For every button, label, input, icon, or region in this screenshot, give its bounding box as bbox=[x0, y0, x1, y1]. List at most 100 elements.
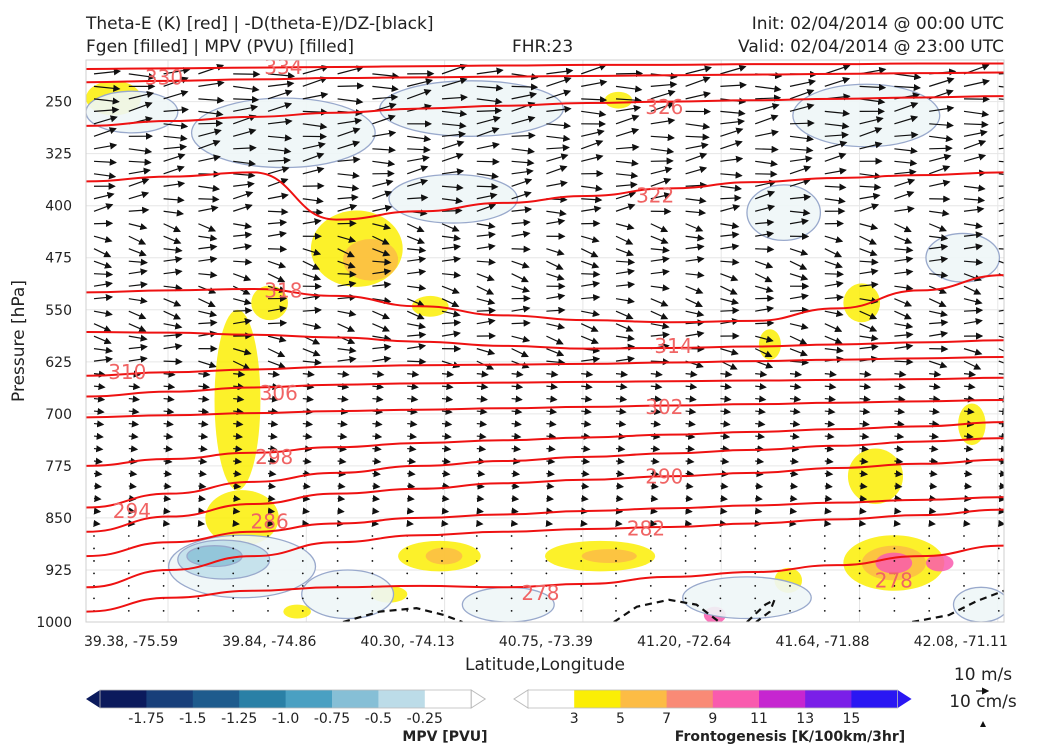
wind-vector bbox=[963, 572, 965, 575]
wind-vector bbox=[233, 128, 257, 137]
wind-vector bbox=[511, 178, 533, 187]
wind-vector bbox=[546, 482, 555, 490]
theta-e-contour-298 bbox=[86, 421, 1004, 467]
wind-vector bbox=[197, 535, 200, 537]
wind-vector bbox=[441, 432, 452, 440]
wind-vector bbox=[929, 420, 940, 428]
wind-vector bbox=[441, 140, 465, 150]
wind-vector bbox=[859, 235, 877, 245]
wind-vector bbox=[267, 230, 287, 238]
wind-vector bbox=[337, 260, 356, 269]
wind-vector bbox=[163, 122, 189, 130]
wind-vector bbox=[336, 609, 339, 612]
wind-vector bbox=[198, 271, 218, 279]
wind-vector bbox=[894, 235, 913, 244]
wind-vector bbox=[684, 547, 687, 550]
wind-vector bbox=[755, 230, 775, 238]
wind-vector bbox=[163, 407, 175, 416]
wind-vector bbox=[581, 110, 607, 118]
wind-vector bbox=[998, 73, 1004, 75]
wind-vector bbox=[198, 128, 222, 137]
wind-vector bbox=[789, 609, 791, 612]
fgen-colorbar-tick: 3 bbox=[570, 711, 579, 727]
wind-vector bbox=[580, 572, 583, 575]
wind-vector bbox=[162, 547, 165, 550]
wind-vector bbox=[963, 348, 983, 356]
wind-vector bbox=[441, 395, 454, 403]
wind-vector bbox=[128, 420, 140, 428]
wind-vector bbox=[789, 560, 791, 562]
wind-vector bbox=[823, 519, 832, 528]
wind-vector bbox=[685, 382, 698, 391]
wind-vector bbox=[546, 153, 569, 162]
wind-vector bbox=[93, 172, 117, 180]
wind-vector bbox=[997, 585, 1000, 587]
wind-vector bbox=[233, 159, 257, 167]
wind-vector bbox=[163, 382, 176, 391]
mpv-colorbar-segment bbox=[424, 690, 472, 708]
wind-vector bbox=[650, 133, 675, 142]
wind-vector bbox=[581, 445, 591, 453]
wind-vector bbox=[755, 432, 766, 440]
theta-e-contour-label: 334 bbox=[264, 55, 302, 79]
wind-vector bbox=[928, 535, 931, 537]
wind-vector bbox=[580, 139, 604, 150]
wind-vector bbox=[720, 171, 743, 179]
wind-vector bbox=[615, 96, 642, 104]
wind-vector bbox=[475, 535, 478, 537]
wind-vector bbox=[928, 572, 931, 575]
wind-vector bbox=[232, 585, 235, 587]
wind-vector bbox=[929, 457, 939, 465]
wind-vector bbox=[824, 109, 851, 117]
wind-vector bbox=[406, 597, 409, 600]
wind-vector bbox=[545, 519, 554, 528]
wind-vector bbox=[511, 407, 523, 416]
wind-vector bbox=[649, 560, 652, 562]
fgen-colorbar-tick: 9 bbox=[708, 711, 717, 727]
wind-vector bbox=[511, 273, 529, 283]
wind-vector bbox=[998, 147, 1004, 150]
wind-vector bbox=[476, 494, 485, 503]
wind-vector bbox=[859, 310, 878, 320]
wind-vector bbox=[93, 84, 121, 92]
wind-vector bbox=[93, 407, 105, 416]
wind-vector bbox=[546, 67, 574, 75]
wind-vector bbox=[476, 382, 489, 391]
wind-vector bbox=[93, 356, 114, 364]
wind-vector bbox=[998, 185, 1004, 187]
wind-vector bbox=[510, 560, 513, 562]
wind-vector bbox=[894, 322, 914, 330]
mpv-colorbar-segment bbox=[239, 690, 287, 708]
wind-vector bbox=[719, 547, 722, 550]
wind-vector bbox=[963, 482, 973, 490]
wind-vector bbox=[650, 407, 662, 416]
theta-e-contour-label: 310 bbox=[108, 360, 146, 384]
wind-vector bbox=[581, 457, 591, 465]
wind-vector bbox=[963, 243, 983, 251]
fgen-colorbar-segment bbox=[805, 690, 852, 708]
wind-vector bbox=[963, 306, 984, 315]
x-axis-label: Latitude,Longitude bbox=[465, 655, 625, 675]
wind-vector bbox=[894, 223, 912, 233]
wind-vector bbox=[755, 494, 763, 503]
wind-vector bbox=[894, 457, 904, 465]
wind-vector bbox=[198, 470, 207, 478]
wind-vector bbox=[372, 179, 394, 187]
wind-vector bbox=[720, 445, 730, 453]
fgen-colorbar-max-arrow bbox=[897, 690, 912, 708]
wind-vector bbox=[93, 270, 114, 278]
wind-vector bbox=[232, 285, 251, 295]
wind-vector bbox=[233, 95, 260, 104]
wind-vector bbox=[894, 432, 905, 440]
wind-vector bbox=[754, 348, 773, 358]
wind-vector bbox=[928, 223, 947, 232]
wind-vector bbox=[233, 348, 252, 356]
wind-vector bbox=[824, 420, 836, 428]
wind-vector bbox=[302, 358, 322, 366]
wind-vector bbox=[511, 370, 524, 378]
wind-vector bbox=[511, 245, 531, 253]
wind-vector bbox=[546, 322, 566, 330]
wind-vector bbox=[302, 370, 315, 378]
wind-vector bbox=[510, 609, 513, 612]
wind-vector bbox=[755, 245, 775, 253]
